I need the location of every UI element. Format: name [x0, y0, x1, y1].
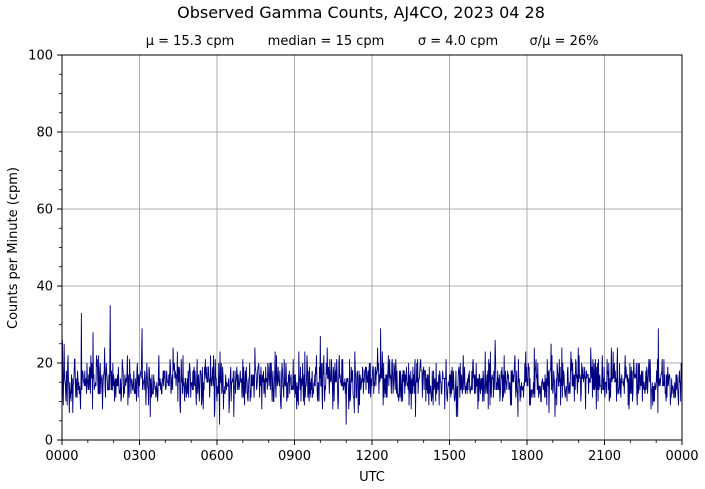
y-tick-label: 80 — [36, 126, 53, 141]
y-axis-label: Counts per Minute (cpm) — [6, 167, 21, 329]
chart-title: Observed Gamma Counts, AJ4CO, 2023 04 28 — [177, 3, 545, 22]
x-tick-label: 0000 — [665, 449, 698, 464]
y-tick-label: 40 — [36, 280, 53, 295]
series-group — [61, 305, 683, 425]
x-tick-label: 0300 — [123, 449, 156, 464]
x-tick-label: 0600 — [200, 449, 233, 464]
y-tick-label: 100 — [28, 49, 53, 64]
stat-mean: μ = 15.3 cpm — [146, 34, 235, 49]
x-axis-label: UTC — [359, 470, 385, 485]
x-axis: 0000 0300 0600 0900 1200 1500 1800 2100 0000 — [45, 440, 699, 464]
series-line — [61, 305, 683, 425]
y-tick-label: 60 — [36, 203, 53, 218]
stat-median: median = 15 cpm — [268, 34, 385, 49]
x-tick-label: 2100 — [588, 449, 621, 464]
y-tick-label: 20 — [36, 357, 53, 372]
x-tick-label: 1200 — [355, 449, 388, 464]
x-tick-label: 1500 — [433, 449, 466, 464]
y-axis: 0 20 40 60 80 100 — [28, 49, 62, 449]
stat-sigma: σ = 4.0 cpm — [418, 34, 498, 49]
grid-lines — [62, 55, 682, 440]
y-tick-label: 0 — [45, 434, 53, 449]
stat-sigma-over-mu: σ/μ = 26% — [530, 34, 599, 49]
x-tick-label: 0000 — [45, 449, 78, 464]
x-tick-label: 1800 — [510, 449, 543, 464]
x-tick-label: 0900 — [278, 449, 311, 464]
